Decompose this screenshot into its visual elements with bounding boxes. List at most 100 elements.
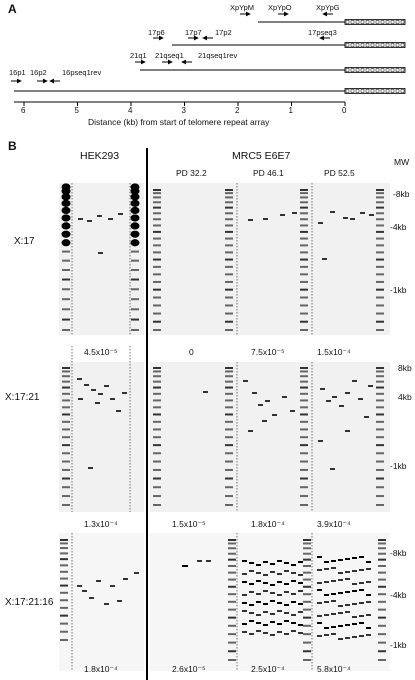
frequency-hek-x1721: 1.3x10⁻⁴ — [84, 519, 118, 529]
ladder-band — [225, 212, 233, 215]
ladder-band — [153, 230, 161, 233]
gel-band — [291, 614, 296, 616]
ladder-band — [225, 288, 233, 291]
gel-band — [338, 612, 343, 614]
gel-band — [366, 581, 371, 583]
ladder-band — [300, 452, 308, 455]
ladder-band — [376, 329, 384, 331]
ladder-band — [376, 477, 384, 480]
ladder-band — [225, 444, 233, 447]
mw-marker: -1kb — [390, 640, 407, 650]
ladder-band — [376, 320, 384, 323]
ladder-band — [225, 370, 233, 373]
ladder-band — [131, 308, 139, 311]
ladder-band — [225, 329, 233, 331]
primer-xpypm-label: XpYpM — [230, 3, 255, 12]
ladder-band — [225, 320, 233, 323]
gel-band — [366, 561, 371, 563]
gel-band — [324, 601, 329, 603]
gel-band — [352, 636, 357, 638]
ladder-band — [153, 201, 161, 204]
ladder-band — [228, 552, 236, 555]
ladder-band — [376, 189, 384, 191]
gel-band — [338, 638, 343, 640]
axis-tick-label: 6 — [21, 106, 26, 115]
ladder-band — [376, 468, 384, 471]
ladder-band — [378, 600, 386, 603]
gel-band — [256, 580, 261, 582]
ladder-band — [153, 504, 161, 506]
gel-band — [284, 583, 289, 585]
ladder-band — [376, 192, 384, 195]
gel-band — [249, 633, 254, 635]
ladder-band — [376, 265, 384, 268]
ladder-band — [376, 367, 384, 369]
ladder-band — [300, 380, 308, 383]
ladder-band — [300, 288, 308, 291]
ladder-band — [225, 265, 233, 268]
ladder-band — [378, 552, 386, 555]
ladder-band — [376, 436, 384, 439]
gel-band — [270, 592, 275, 594]
ladder-band — [153, 218, 161, 221]
ladder-band — [376, 312, 384, 315]
gel-mrc-x17 — [150, 183, 390, 335]
ladder-band — [61, 230, 71, 238]
ladder-band — [225, 201, 233, 204]
frequency-hek-x17: 4.5x10⁻⁵ — [84, 347, 118, 357]
gel-band — [317, 622, 322, 624]
gel-band — [242, 560, 247, 562]
ladder-band — [62, 308, 70, 311]
ladder-band — [300, 273, 308, 276]
gel-band — [277, 560, 282, 562]
gel-band — [369, 214, 374, 216]
mw-marker: -4kb — [390, 590, 407, 600]
ladder-band — [376, 392, 384, 395]
ladder-band — [300, 386, 308, 389]
ladder-band — [300, 212, 308, 215]
ladder-band — [153, 212, 161, 215]
ladder-band — [378, 650, 386, 653]
ladder-band — [303, 585, 311, 588]
ladder-band — [300, 244, 308, 247]
ladder-band — [303, 571, 311, 574]
gel-band — [326, 400, 331, 402]
gel-band — [324, 594, 329, 596]
primer-16pseq1rev-label: 16pseq1rev — [62, 68, 102, 77]
ladder-band — [62, 380, 70, 383]
ladder-band — [153, 189, 161, 191]
ladder-band — [303, 633, 311, 636]
ladder-band — [62, 452, 70, 455]
gel-band — [134, 572, 139, 574]
ladder-band — [225, 375, 233, 378]
ladder-band — [376, 273, 384, 276]
ladder-band — [300, 224, 308, 227]
ladder-band — [153, 244, 161, 247]
gel-band — [366, 614, 371, 616]
gel-band — [249, 612, 254, 614]
ladder-band — [61, 199, 71, 207]
ladder-band — [225, 504, 233, 506]
ladder-band — [225, 436, 233, 439]
ladder-band — [303, 542, 311, 545]
ladder-band — [61, 222, 71, 230]
ladder-band — [228, 571, 236, 574]
ladder-band — [153, 399, 161, 402]
gel-band — [87, 220, 92, 222]
ladder-band — [225, 468, 233, 471]
gel-band — [366, 601, 371, 603]
gel-band — [277, 631, 282, 633]
ladder-band — [153, 196, 161, 199]
gel-band — [331, 633, 336, 635]
gel-band — [118, 213, 123, 215]
gel-band — [317, 615, 322, 617]
ladder-band — [225, 380, 233, 383]
ladder-band — [300, 296, 308, 299]
ladder-band — [378, 547, 386, 550]
ladder-band — [62, 468, 70, 471]
ladder-band — [62, 375, 70, 378]
primer-16p1-label: 16p1 — [9, 68, 26, 77]
ladder-band — [60, 570, 68, 573]
ladder-band — [225, 258, 233, 261]
